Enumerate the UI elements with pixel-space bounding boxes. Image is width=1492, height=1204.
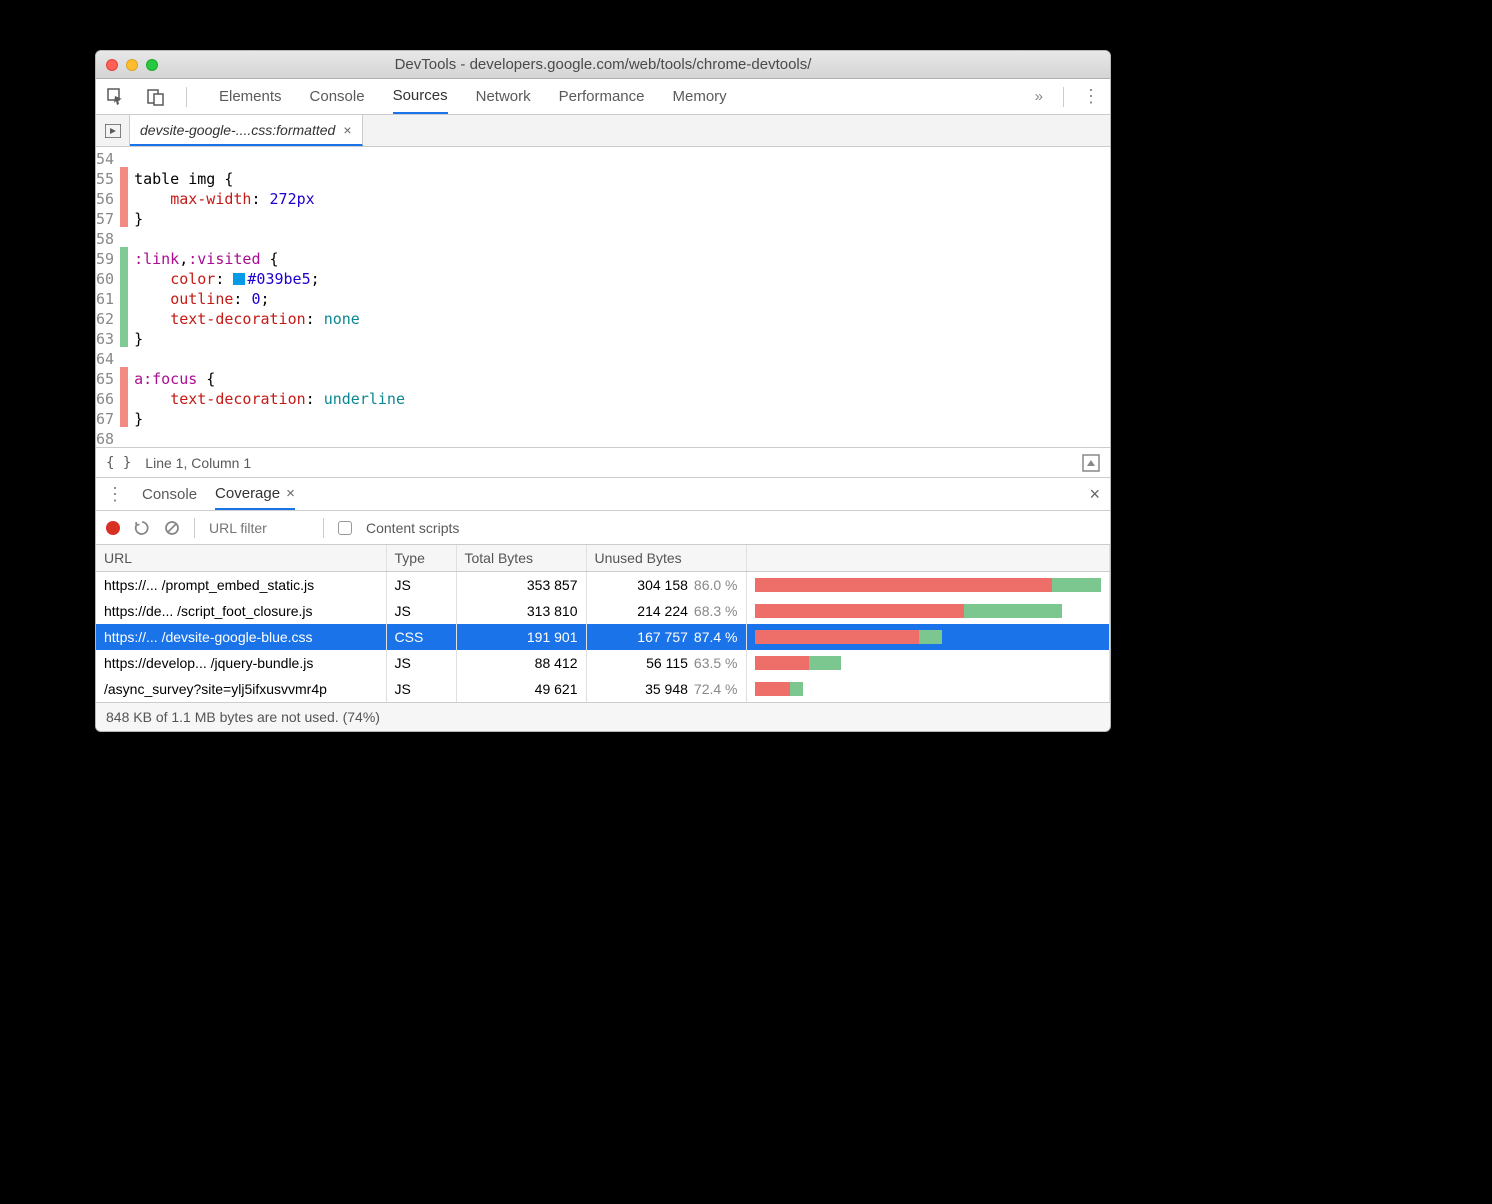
panel-tab-sources[interactable]: Sources — [393, 79, 448, 114]
coverage-col-header[interactable] — [746, 545, 1110, 572]
coverage-table: URLTypeTotal BytesUnused Bytes https://.… — [96, 545, 1110, 702]
coverage-row[interactable]: https://de... /script_foot_closure.jsJS3… — [96, 598, 1110, 624]
separator — [1063, 87, 1064, 107]
coverage-table-header: URLTypeTotal BytesUnused Bytes — [96, 545, 1110, 572]
coverage-row[interactable]: https://... /devsite-google-blue.cssCSS1… — [96, 624, 1110, 650]
settings-menu-icon[interactable]: ⋮ — [1082, 86, 1100, 107]
coverage-row[interactable]: https://... /prompt_embed_static.jsJS353… — [96, 572, 1110, 599]
coverage-col-header[interactable]: Type — [386, 545, 456, 572]
separator — [194, 518, 195, 538]
close-tab-icon[interactable]: × — [343, 122, 351, 138]
minimize-window-button[interactable] — [126, 59, 138, 71]
separator — [323, 518, 324, 538]
content-scripts-label: Content scripts — [366, 520, 459, 536]
close-window-button[interactable] — [106, 59, 118, 71]
file-tab[interactable]: devsite-google-....css:formatted × — [130, 115, 363, 146]
file-tab-label: devsite-google-....css:formatted — [140, 122, 335, 138]
close-drawer-icon[interactable]: × — [1089, 484, 1100, 505]
titlebar: DevTools - developers.google.com/web/too… — [96, 51, 1110, 79]
coverage-col-header[interactable]: URL — [96, 545, 386, 572]
code-content: table img { max-width: 272px}:link,:visi… — [128, 147, 405, 447]
drawer-menu-icon[interactable]: ⋮ — [106, 484, 124, 505]
device-toolbar-icon[interactable] — [146, 87, 166, 107]
coverage-col-header[interactable]: Unused Bytes — [586, 545, 746, 572]
drawer-tabs: ⋮ Console Coverage× × — [96, 477, 1110, 511]
panel-tabs: Elements Console Sources Network Performance… — [219, 79, 1015, 114]
traffic-lights — [106, 59, 158, 71]
coverage-gutter — [120, 147, 128, 447]
url-filter-input[interactable] — [209, 520, 309, 536]
coverage-toolbar: Content scripts — [96, 511, 1110, 545]
navigator-toggle-icon[interactable] — [96, 115, 130, 146]
toggle-sidebar-icon[interactable] — [1082, 454, 1100, 472]
inspect-element-icon[interactable] — [106, 87, 126, 107]
coverage-col-header[interactable]: Total Bytes — [456, 545, 586, 572]
reload-icon[interactable] — [134, 520, 150, 536]
panel-tab-performance[interactable]: Performance — [559, 79, 645, 114]
separator — [186, 87, 187, 107]
editor-statusbar: { } Line 1, Column 1 — [96, 447, 1110, 477]
sources-tabstrip: devsite-google-....css:formatted × — [96, 115, 1110, 147]
devtools-window: DevTools - developers.google.com/web/too… — [95, 50, 1111, 732]
drawer-tab-console[interactable]: Console — [142, 478, 197, 510]
source-editor[interactable]: 545556575859606162636465666768 table img… — [96, 147, 1110, 447]
more-panels-icon[interactable]: » — [1035, 88, 1043, 105]
coverage-row[interactable]: https://develop... /jquery-bundle.jsJS88… — [96, 650, 1110, 676]
pretty-print-icon[interactable]: { } — [106, 455, 131, 471]
line-number-gutter: 545556575859606162636465666768 — [96, 147, 120, 447]
close-drawer-tab-icon[interactable]: × — [286, 485, 295, 502]
cursor-position: Line 1, Column 1 — [145, 455, 251, 471]
content-scripts-checkbox[interactable] — [338, 521, 352, 535]
panel-tab-network[interactable]: Network — [476, 79, 531, 114]
main-toolbar: Elements Console Sources Network Performance… — [96, 79, 1110, 115]
panel-tab-console[interactable]: Console — [310, 79, 365, 114]
record-button[interactable] — [106, 521, 120, 535]
window-title: DevTools - developers.google.com/web/too… — [106, 56, 1100, 73]
panel-tab-elements[interactable]: Elements — [219, 79, 282, 114]
panel-tab-memory[interactable]: Memory — [673, 79, 727, 114]
clear-icon[interactable] — [164, 520, 180, 536]
coverage-summary: 848 KB of 1.1 MB bytes are not used. (74… — [96, 702, 1110, 731]
zoom-window-button[interactable] — [146, 59, 158, 71]
drawer-tab-coverage[interactable]: Coverage× — [215, 478, 295, 510]
coverage-row[interactable]: /async_survey?site=ylj5ifxusvvmr4pJS49 6… — [96, 676, 1110, 702]
